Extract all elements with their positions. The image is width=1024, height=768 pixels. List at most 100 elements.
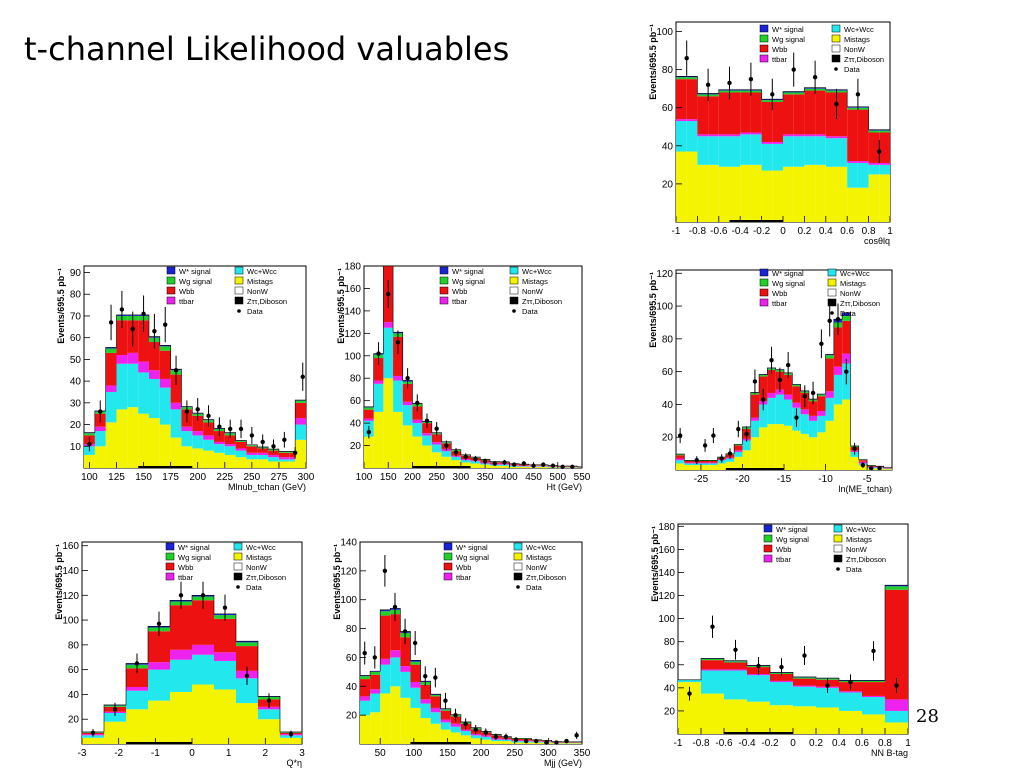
x-tick-label: -25 xyxy=(694,474,709,485)
bar-wc-wcc xyxy=(393,380,403,412)
bar-wg-signal xyxy=(701,659,724,661)
legend-swatch xyxy=(831,34,841,43)
bar-wbb xyxy=(105,352,117,386)
bar-w-signal xyxy=(708,93,719,95)
legend-swatch xyxy=(831,54,841,63)
bar-wg-signal xyxy=(862,680,885,683)
legend-marker-data xyxy=(516,585,520,589)
legend-swatch xyxy=(234,296,244,305)
data-point xyxy=(544,740,549,745)
legend-label: Wbb xyxy=(772,289,787,298)
bar-mistags xyxy=(430,723,441,744)
bar-wg-signal xyxy=(825,90,837,93)
legend-swatch xyxy=(166,296,176,305)
legend-label: Zττ,Diboson xyxy=(846,555,886,564)
x-tick-label: 0 xyxy=(780,226,786,237)
bar-wc-wcc xyxy=(692,463,701,466)
bar-w-signal xyxy=(761,99,773,101)
bar-wc-wcc xyxy=(501,739,512,742)
x-tick-label: 100 xyxy=(81,472,98,483)
data-point xyxy=(877,149,882,154)
bar-mistags xyxy=(684,465,693,470)
legend-marker-data xyxy=(830,311,834,315)
bar-wc-wcc xyxy=(678,679,701,683)
bar-wg-signal xyxy=(750,90,762,93)
bar-w-signal xyxy=(750,89,762,91)
bar-wbb xyxy=(148,342,160,371)
bar-mistags xyxy=(280,737,302,744)
bar-wc-wcc xyxy=(192,654,214,685)
bar-ttbar xyxy=(793,685,816,687)
data-point xyxy=(178,593,184,598)
bar-wc-wcc xyxy=(825,397,834,421)
data-point xyxy=(238,426,244,432)
bar-wc-wcc xyxy=(862,697,885,715)
bar-wbb xyxy=(793,678,816,686)
x-tick-label: 550 xyxy=(574,472,591,483)
data-point xyxy=(163,322,168,327)
bar-ttbar xyxy=(460,729,471,732)
bar-mistags xyxy=(94,446,106,468)
bar-ttbar xyxy=(701,669,724,671)
x-tick-label: -0.4 xyxy=(738,738,756,749)
bar-ttbar xyxy=(410,681,421,688)
bar-wg-signal xyxy=(847,107,858,110)
bar-mistags xyxy=(775,424,784,470)
data-point xyxy=(844,369,849,374)
data-point xyxy=(492,461,497,466)
bar-wg-signal xyxy=(729,90,741,93)
bar-wbb xyxy=(170,605,192,650)
bar-wc-wcc xyxy=(499,464,510,466)
bar-wbb xyxy=(700,460,710,463)
bar-wc-wcc xyxy=(471,735,482,739)
legend-swatch xyxy=(439,286,449,295)
bar-wbb xyxy=(440,710,451,720)
data-point xyxy=(711,433,716,438)
legend-label: Wg signal xyxy=(772,35,805,44)
bar-wc-wcc xyxy=(481,736,492,740)
legend-swatch xyxy=(443,562,453,571)
bar-mistags xyxy=(360,715,371,744)
bar-w-signal xyxy=(697,93,709,95)
data-point xyxy=(392,604,398,610)
bar-wc-wcc xyxy=(420,703,431,719)
legend-swatch xyxy=(443,542,453,551)
bar-wc-wcc xyxy=(808,420,818,438)
bar-mistags xyxy=(440,729,451,744)
data-point xyxy=(434,426,439,431)
legend-label: Wbb xyxy=(179,287,194,296)
bar-w-signal xyxy=(729,89,741,91)
bar-ttbar xyxy=(159,378,171,388)
bar-mistags xyxy=(116,409,128,468)
bar-mistags xyxy=(159,424,171,468)
bar-wg-signal xyxy=(410,661,421,665)
x-tick-label: 0.6 xyxy=(840,226,854,237)
bar-wc-wcc xyxy=(360,700,371,716)
y-tick-label: 120 xyxy=(62,591,79,602)
data-point xyxy=(779,664,784,670)
legend-label: Data xyxy=(246,583,263,592)
y-tick-label: 160 xyxy=(62,541,79,552)
data-point xyxy=(134,661,140,666)
bar-wbb xyxy=(808,401,818,416)
bar-wbb xyxy=(701,660,724,670)
data-point xyxy=(810,390,816,396)
bar-wc-wcc xyxy=(686,121,698,152)
legend-marker-data xyxy=(834,67,838,71)
bar-ttbar xyxy=(258,706,280,710)
legend-label: ttbar xyxy=(772,299,788,308)
legend-label: Zττ,Diboson xyxy=(526,573,566,582)
data-point xyxy=(266,698,272,703)
x-axis-title: NN B-tag xyxy=(871,748,908,758)
bar-mistags xyxy=(489,465,500,468)
legend-swatch xyxy=(165,542,175,551)
data-point xyxy=(130,326,135,332)
legend-label: Wbb xyxy=(456,563,471,572)
bar-wbb xyxy=(817,396,826,411)
bar-mistags xyxy=(792,430,801,470)
data-point xyxy=(424,418,430,424)
bar-ttbar xyxy=(402,401,413,406)
data-point xyxy=(156,621,162,626)
bar-ttbar xyxy=(127,352,139,364)
x-tick-label: 1 xyxy=(226,748,232,759)
